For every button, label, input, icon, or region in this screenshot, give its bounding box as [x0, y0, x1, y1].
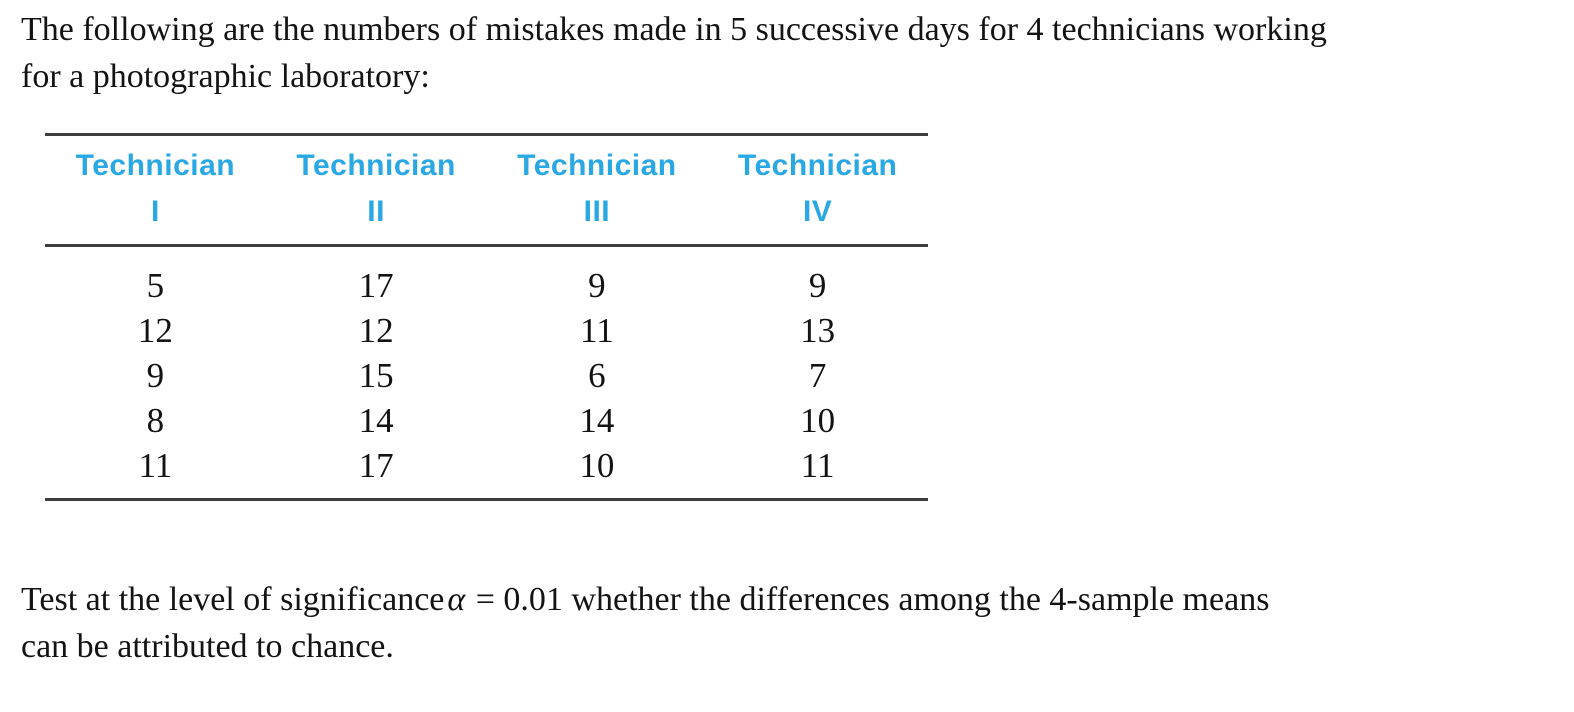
question-paragraph: Test at the level of significanceα = 0.0…: [21, 576, 1269, 670]
table-cell: 11: [580, 311, 614, 350]
table-cell: 17: [358, 446, 394, 485]
column-header-numeral: IV: [802, 195, 833, 228]
table-top-rule: [45, 133, 928, 136]
intro-line-1: The following are the numbers of mistake…: [21, 11, 1327, 48]
table-cell: 15: [358, 356, 394, 395]
table-cell: 9: [588, 266, 606, 305]
table-row: 11 17 10 11: [45, 443, 928, 488]
column-header-title: Technician: [296, 149, 456, 182]
table-cell: 9: [808, 266, 827, 305]
column-header-numeral: I: [150, 195, 160, 228]
table-cell: 6: [588, 356, 606, 395]
column-header-technician-i: Technician I: [45, 143, 266, 235]
column-header-title: Technician: [737, 149, 898, 182]
column-header-technician-iv: Technician IV: [707, 143, 928, 235]
table-cell: 14: [358, 401, 394, 440]
question-text-before-alpha: Test at the level of significance: [21, 581, 445, 618]
table-cell: 12: [137, 311, 173, 350]
table-cell: 14: [579, 401, 615, 440]
table-body: 5 17 9 9 12 12 11 13 9 15 6 7 8 14 14: [45, 247, 928, 498]
column-header-numeral: II: [367, 195, 385, 228]
table-cell: 10: [800, 401, 836, 440]
question-line-2: can be attributed to chance.: [21, 628, 394, 665]
table-row: 9 15 6 7: [45, 353, 928, 398]
question-text-after-alpha: = 0.01 whether the differences among the…: [475, 581, 1270, 618]
alpha-symbol: α: [447, 581, 466, 618]
table-cell: 11: [138, 446, 173, 485]
table-row: 12 12 11 13: [45, 308, 928, 353]
column-header-technician-ii: Technician II: [266, 143, 487, 235]
intro-line-2: for a photographic laboratory:: [21, 58, 430, 95]
table-bottom-rule: [45, 498, 928, 501]
table-cell: 13: [800, 311, 836, 350]
table-cell: 9: [146, 356, 165, 395]
column-header-numeral: III: [583, 195, 611, 228]
table-cell: 12: [358, 311, 394, 350]
table-row: 5 17 9 9: [45, 263, 928, 308]
table-header-row: Technician I Technician II Technician II…: [45, 136, 928, 244]
column-header-technician-iii: Technician III: [487, 143, 708, 235]
question-line-1: Test at the level of significanceα = 0.0…: [21, 576, 1269, 623]
table-cell: 17: [358, 266, 394, 305]
table-row: 8 14 14 10: [45, 398, 928, 443]
table-mid-rule: [45, 244, 928, 247]
table-cell: 11: [800, 446, 835, 485]
technicians-table: Technician I Technician II Technician II…: [45, 133, 928, 501]
intro-paragraph: The following are the numbers of mistake…: [21, 6, 1327, 100]
table-cell: 7: [808, 356, 827, 395]
column-header-title: Technician: [517, 149, 677, 182]
table-cell: 8: [146, 401, 165, 440]
column-header-title: Technician: [75, 149, 236, 182]
table-cell: 5: [146, 266, 165, 305]
table-cell: 10: [579, 446, 615, 485]
